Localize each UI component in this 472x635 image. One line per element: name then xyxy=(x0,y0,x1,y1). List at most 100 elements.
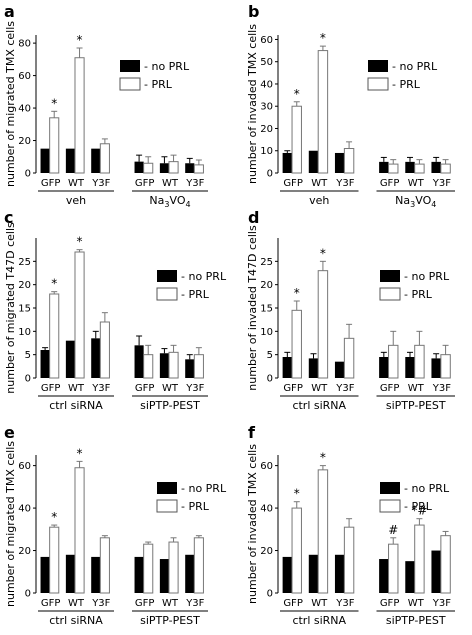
bar-no-prl xyxy=(405,561,415,593)
x-tick-label: GFP xyxy=(41,178,61,189)
bar-no-prl xyxy=(185,554,195,593)
bar-no-prl xyxy=(334,361,345,378)
bar-no-prl xyxy=(334,152,345,173)
bar-no-prl xyxy=(282,152,293,173)
x-tick-label: WT xyxy=(408,598,425,609)
legend-label-no-prl: - no PRL xyxy=(404,270,450,283)
legend-label-prl: - PRL xyxy=(404,500,433,513)
x-tick-label: Y3F xyxy=(335,598,354,609)
x-tick-label: GFP xyxy=(380,598,400,609)
x-tick-label: Y3F xyxy=(185,383,204,394)
y-tick-label: 20 xyxy=(260,280,273,291)
bar-no-prl xyxy=(185,359,195,378)
bar-prl xyxy=(343,337,355,379)
y-tick-label: 10 xyxy=(260,146,273,157)
bar-prl xyxy=(99,537,110,594)
group-label: siPTP-PEST xyxy=(140,399,200,412)
x-tick-label: WT xyxy=(162,178,179,189)
y-tick-label: 0 xyxy=(267,589,273,600)
bar-prl xyxy=(168,351,179,379)
y-tick-label: 0 xyxy=(25,374,31,385)
bar-prl xyxy=(317,50,329,174)
bar-prl xyxy=(168,541,179,594)
legend-label-prl: - PRL xyxy=(144,78,173,91)
y-tick-label: 25 xyxy=(18,257,31,268)
bar-no-prl xyxy=(65,148,75,173)
bar-no-prl xyxy=(431,550,441,593)
significance-mark: * xyxy=(320,31,326,45)
bar-prl xyxy=(74,57,85,174)
bar-prl xyxy=(99,321,110,379)
x-tick-label: GFP xyxy=(135,178,155,189)
y-tick-label: 40 xyxy=(260,79,273,90)
bar-no-prl xyxy=(159,163,169,173)
group-label: ctrl siRNA xyxy=(49,614,103,627)
significance-mark: * xyxy=(294,286,300,300)
legend-swatch-no-prl xyxy=(157,270,177,282)
bar-prl xyxy=(388,543,399,594)
y-tick-label: 30 xyxy=(260,102,273,113)
x-tick-label: WT xyxy=(68,383,85,394)
y-tick-label: 5 xyxy=(25,350,31,361)
significance-mark: * xyxy=(51,277,57,291)
panel-letter: d xyxy=(248,208,259,227)
bar-no-prl xyxy=(134,345,144,378)
bar-prl xyxy=(343,526,355,594)
bar-prl xyxy=(388,344,399,379)
x-tick-label: Y3F xyxy=(91,383,110,394)
group-label: siPTP-PEST xyxy=(386,614,446,627)
bar-no-prl xyxy=(379,559,389,593)
y-tick-label: 20 xyxy=(260,124,273,135)
bar-prl xyxy=(291,105,302,174)
bar-prl xyxy=(193,354,204,379)
y-axis-label: number of migrated TMX cells xyxy=(4,441,17,607)
x-tick-label: WT xyxy=(162,598,179,609)
legend-label-no-prl: - no PRL xyxy=(181,270,227,283)
x-tick-label: WT xyxy=(311,598,328,609)
y-tick-label: 10 xyxy=(18,327,31,338)
legend-swatch-no-prl xyxy=(157,482,177,494)
significance-mark: * xyxy=(320,246,326,260)
x-tick-label: GFP xyxy=(380,383,400,394)
bar-no-prl xyxy=(308,358,319,378)
x-tick-label: Y3F xyxy=(185,178,204,189)
bar-prl xyxy=(440,163,451,174)
bar-prl xyxy=(414,344,425,379)
legend-swatch-prl xyxy=(119,77,141,91)
x-tick-label: WT xyxy=(162,383,179,394)
y-tick-label: 60 xyxy=(260,35,273,46)
significance-mark: * xyxy=(77,446,83,460)
bar-prl xyxy=(414,524,425,594)
y-tick-label: 20 xyxy=(18,136,31,147)
x-tick-label: Y3F xyxy=(91,178,110,189)
legend-swatch-no-prl xyxy=(380,270,400,282)
x-tick-label: WT xyxy=(408,383,425,394)
y-tick-label: 0 xyxy=(25,169,31,180)
bar-no-prl xyxy=(282,556,293,593)
y-tick-label: 60 xyxy=(18,71,31,82)
bar-no-prl xyxy=(159,353,169,378)
legend-label-no-prl: - no PRL xyxy=(392,60,438,73)
bar-no-prl xyxy=(159,559,169,593)
bar-no-prl xyxy=(379,357,389,378)
y-tick-label: 60 xyxy=(260,461,273,472)
y-axis-label: number of invaded TMX cells xyxy=(246,444,259,604)
significance-mark: * xyxy=(294,487,300,501)
y-tick-label: 0 xyxy=(267,169,273,180)
bar-no-prl xyxy=(40,148,50,173)
group-label: ctrl siRNA xyxy=(292,614,346,627)
x-tick-label: GFP xyxy=(41,383,61,394)
legend-label-prl: - PRL xyxy=(181,288,210,301)
bar-prl xyxy=(168,161,179,174)
panel-letter: b xyxy=(248,2,259,21)
panel-letter: f xyxy=(248,423,256,442)
bar-prl xyxy=(74,251,85,379)
bar-prl xyxy=(74,467,85,594)
legend-label-prl: - PRL xyxy=(404,288,433,301)
